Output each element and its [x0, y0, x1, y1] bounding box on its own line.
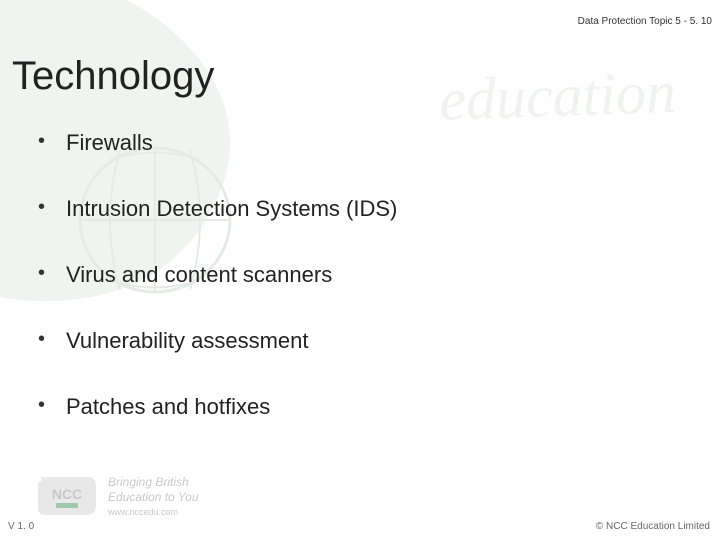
- brand-url: www.nccedu.com: [108, 507, 199, 518]
- brand-line-2: Education to You: [108, 490, 199, 505]
- bullet-list: Firewalls Intrusion Detection Systems (I…: [38, 130, 680, 460]
- header-topic-label: Data Protection Topic 5 - 5. 10: [578, 16, 712, 27]
- list-item: Intrusion Detection Systems (IDS): [38, 196, 680, 222]
- brand-tagline: Bringing British Education to You www.nc…: [108, 475, 199, 518]
- list-item: Patches and hotfixes: [38, 394, 680, 420]
- svg-text:education: education: [438, 59, 677, 133]
- version-label: V 1. 0: [8, 521, 34, 532]
- ncc-logo-icon: NCC: [38, 477, 96, 515]
- list-item: Vulnerability assessment: [38, 328, 680, 354]
- list-item: Firewalls: [38, 130, 680, 156]
- footer-brand: NCC Bringing British Education to You ww…: [38, 475, 199, 518]
- list-item: Virus and content scanners: [38, 262, 680, 288]
- svg-text:NCC: NCC: [52, 486, 82, 502]
- copyright-label: © NCC Education Limited: [596, 521, 710, 532]
- brand-line-1: Bringing British: [108, 475, 199, 490]
- slide-title: Technology: [12, 54, 214, 99]
- footer: NCC Bringing British Education to You ww…: [0, 468, 720, 540]
